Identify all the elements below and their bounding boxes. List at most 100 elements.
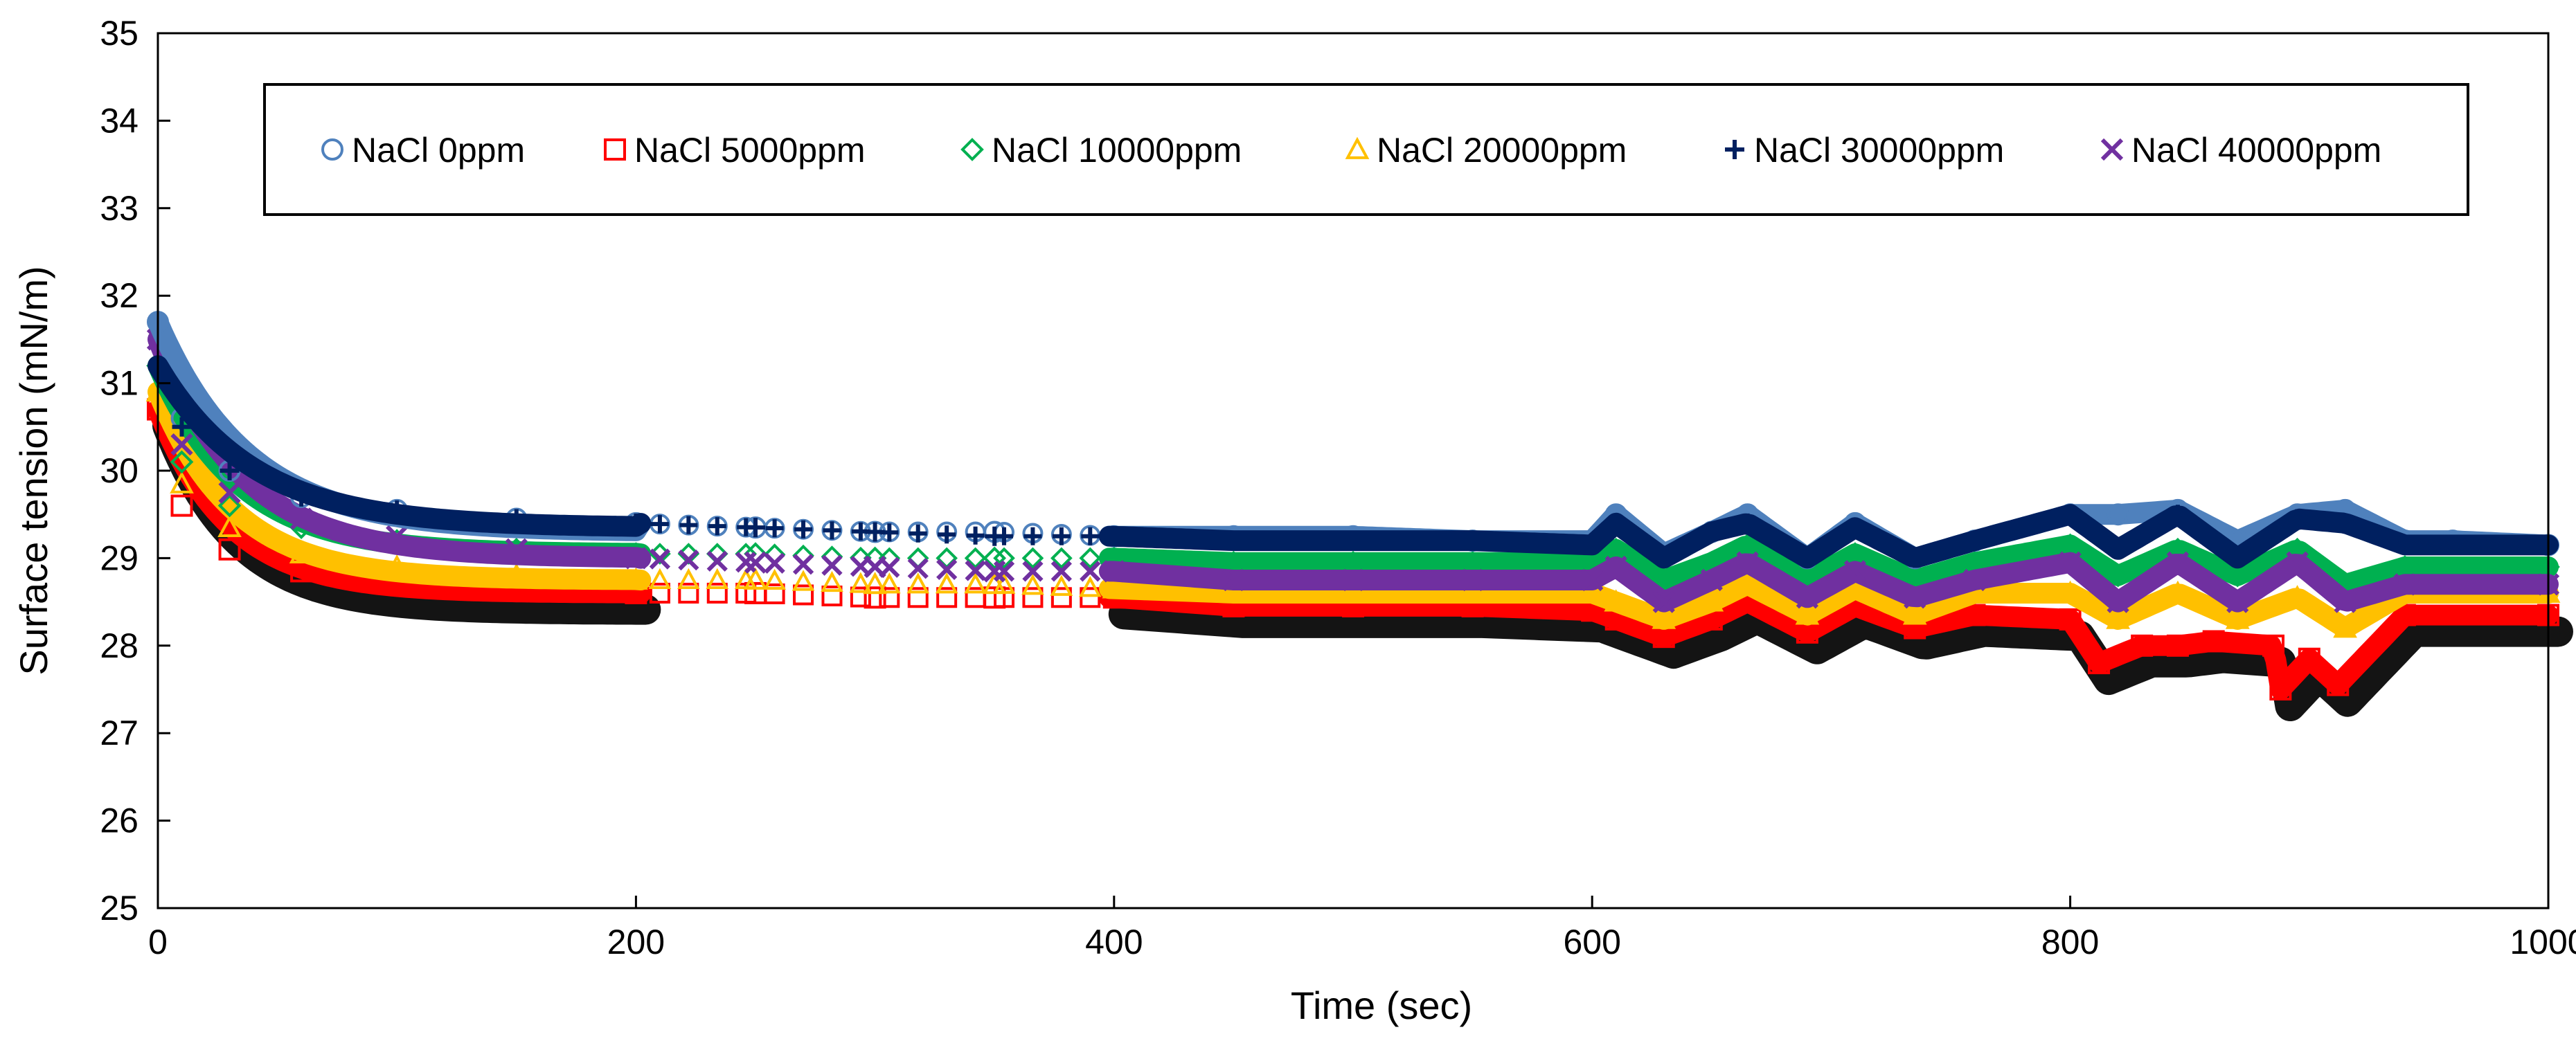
data-point	[2285, 585, 2309, 608]
data-point	[864, 586, 886, 609]
data-point	[1224, 531, 1244, 551]
data-point	[993, 547, 1015, 570]
data-point	[1905, 548, 1925, 568]
data-point	[763, 568, 786, 590]
y-tick-label: 32	[100, 276, 138, 315]
data-point	[1050, 587, 1072, 608]
data-point	[1022, 561, 1044, 582]
data-point	[1463, 531, 1483, 551]
y-tick-label: 26	[100, 802, 138, 840]
data-point	[964, 547, 987, 570]
data-point	[1582, 535, 1602, 555]
data-point	[2165, 580, 2190, 603]
data-point	[2059, 608, 2082, 631]
x-tick-label: 600	[1563, 923, 1620, 961]
data-point	[1735, 572, 1760, 595]
data-point	[849, 572, 873, 593]
legend-marker	[1725, 140, 1744, 159]
data-point	[1341, 580, 1366, 603]
legend-item: NaCl 10000ppm	[960, 131, 1242, 170]
y-tick-label: 25	[100, 889, 138, 927]
data-point	[983, 560, 1006, 583]
data-point	[985, 526, 1005, 546]
data-point	[909, 524, 927, 543]
data-point	[935, 572, 958, 594]
data-point	[1843, 560, 1867, 583]
legend-marker	[604, 138, 626, 161]
data-point	[794, 520, 813, 538]
data-point	[1102, 576, 1127, 599]
data-point	[706, 550, 728, 572]
data-point	[2166, 634, 2189, 657]
data-point	[1652, 606, 1676, 629]
data-point	[678, 582, 699, 604]
y-tick-label: 35	[100, 14, 138, 53]
data-point	[2395, 535, 2415, 555]
data-point	[864, 555, 886, 579]
data-point	[1606, 513, 1626, 533]
data-point	[1604, 589, 1629, 612]
data-point	[625, 547, 647, 570]
data-point	[2166, 551, 2190, 574]
data-point	[1052, 527, 1071, 545]
data-point	[2131, 634, 2154, 657]
data-point	[1341, 568, 1365, 592]
data-point	[2060, 505, 2080, 525]
data-point	[2225, 606, 2250, 629]
legend-item: NaCl 5000ppm	[604, 131, 866, 170]
series-nacl-30000ppm	[147, 355, 2559, 569]
data-point	[823, 521, 841, 540]
data-point	[2393, 604, 2416, 626]
data-point	[1222, 580, 1246, 603]
data-point	[677, 568, 700, 590]
data-point	[746, 518, 765, 538]
data-point	[2269, 678, 2292, 700]
x-tick-label: 800	[2041, 923, 2099, 961]
data-point	[966, 526, 985, 545]
data-point	[743, 567, 768, 590]
data-point	[791, 570, 815, 591]
data-point	[1902, 602, 1927, 625]
data-point	[2106, 606, 2130, 629]
x-tick-label: 200	[607, 923, 665, 961]
data-point	[879, 587, 900, 608]
data-point	[1796, 586, 1819, 609]
data-point	[1461, 568, 1484, 592]
legend-label: NaCl 0ppm	[352, 131, 525, 170]
data-point	[1845, 518, 1865, 538]
data-point	[170, 471, 194, 494]
data-point	[936, 587, 958, 608]
data-point	[1080, 561, 1101, 582]
legend-marker	[1345, 136, 1370, 159]
data-point	[172, 417, 192, 437]
series-layer	[145, 311, 2573, 721]
data-point	[649, 548, 671, 570]
data-point	[1021, 547, 1044, 570]
data-point	[2202, 630, 2225, 653]
data-point	[1843, 576, 1868, 599]
data-point	[1050, 574, 1073, 596]
data-point	[2108, 539, 2128, 559]
y-tick-label: 27	[100, 714, 138, 752]
data-point	[1736, 551, 1759, 574]
data-point	[744, 551, 767, 574]
data-point	[821, 570, 843, 592]
x-axis-title: Time (sec)	[1291, 984, 1472, 1027]
data-point	[2226, 590, 2249, 613]
y-tick-label: 31	[100, 364, 138, 403]
data-point	[624, 567, 648, 590]
data-point	[170, 494, 193, 517]
data-point	[1700, 568, 1723, 592]
data-point	[1021, 574, 1044, 595]
data-point	[863, 572, 887, 595]
data-point	[1904, 586, 1926, 609]
data-point	[1078, 576, 1102, 597]
legend-marker	[960, 138, 984, 161]
y-axis-title: Surface tension (mN/m)	[12, 266, 55, 675]
data-point	[648, 568, 672, 590]
data-point	[2167, 505, 2188, 525]
data-point	[1963, 604, 1986, 626]
data-point	[1023, 527, 1042, 545]
legend-label: NaCl 10000ppm	[992, 131, 1242, 170]
